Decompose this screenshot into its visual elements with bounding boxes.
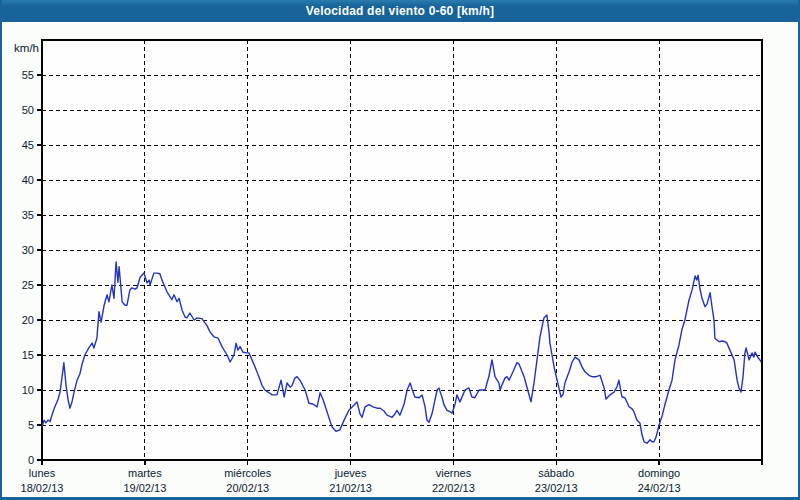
- x-date-label: 20/02/13: [226, 482, 269, 494]
- x-date-label: 23/02/13: [535, 482, 578, 494]
- y-tick-label: 30: [22, 244, 34, 256]
- x-date-label: 21/02/13: [329, 482, 372, 494]
- x-date-label: 19/02/13: [123, 482, 166, 494]
- y-tick-label: 25: [22, 279, 34, 291]
- x-day-label: martes: [128, 467, 162, 479]
- y-tick-label: 5: [28, 419, 34, 431]
- y-tick-label: 40: [22, 174, 34, 186]
- y-tick-label: 10: [22, 384, 34, 396]
- y-tick-label: 20: [22, 314, 34, 326]
- x-day-label: domingo: [638, 467, 680, 479]
- x-day-label: lunes: [29, 467, 56, 479]
- x-day-label: jueves: [334, 467, 367, 479]
- x-day-label: viernes: [436, 467, 472, 479]
- y-tick-label: 55: [22, 69, 34, 81]
- x-date-label: 24/02/13: [638, 482, 681, 494]
- x-date-label: 18/02/13: [21, 482, 64, 494]
- x-day-label: sábado: [538, 467, 574, 479]
- x-day-label: miércoles: [224, 467, 272, 479]
- chart-area: 0 5 10 15 20 25 30 35 40 45 50 55 km/h lunes 18/02/13 m…: [2, 0, 800, 500]
- y-axis-unit-label: km/h: [14, 42, 39, 54]
- y-tick-label: 35: [22, 209, 34, 221]
- y-tick-label: 15: [22, 349, 34, 361]
- wind-speed-chart: 0 5 10 15 20 25 30 35 40 45 50 55 km/h lunes 18/02/13 m…: [2, 0, 800, 500]
- y-tick-label: 45: [22, 139, 34, 151]
- x-date-label: 22/02/13: [432, 482, 475, 494]
- y-tick-label: 50: [22, 104, 34, 116]
- chart-window: Velocidad del viento 0-60 [km/h] 0510152…: [0, 0, 800, 500]
- y-tick-label: 0: [28, 454, 34, 466]
